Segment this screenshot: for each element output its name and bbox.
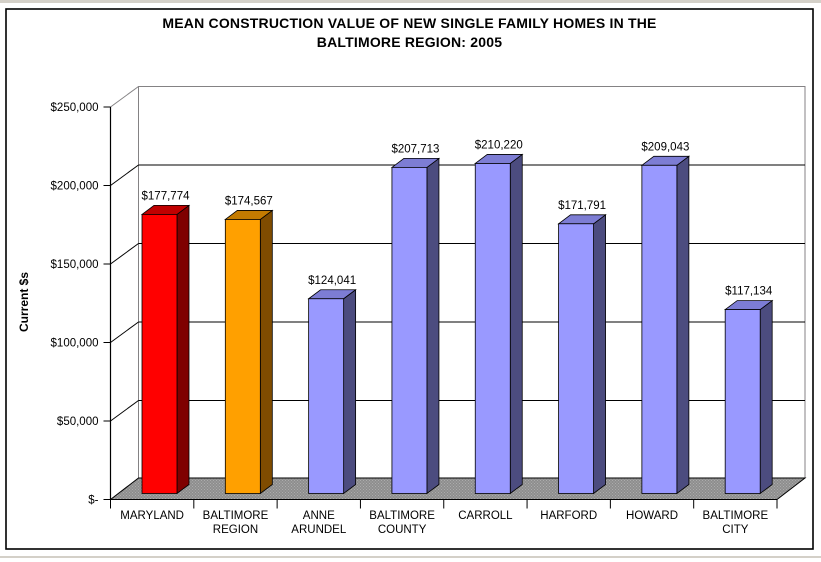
bar-side-face bbox=[176, 204, 190, 495]
bar-front-face bbox=[558, 223, 594, 494]
category-label-maryland-line1: MARYLAND bbox=[120, 510, 184, 522]
bar-front-face bbox=[391, 166, 428, 494]
bar-baltimore-county: $207,713 BALTIMORE COUNTY bbox=[369, 143, 441, 536]
wall-top-edge bbox=[110, 86, 139, 108]
data-label-baltimore-city: $117,134 bbox=[725, 286, 773, 298]
gridline-connector-150000 bbox=[110, 243, 139, 265]
bar-side-face bbox=[676, 155, 690, 495]
bar-side-face bbox=[509, 153, 523, 495]
gridline-connector-200000 bbox=[110, 164, 139, 186]
data-label-maryland: $177,774 bbox=[142, 190, 191, 202]
bar-maryland: $177,774 MARYLAND bbox=[120, 190, 191, 522]
y-tick-label-150000: $150,000 bbox=[51, 259, 99, 271]
bar-side-face bbox=[259, 209, 273, 495]
category-label-baltimore-city-line2: CITY bbox=[722, 524, 749, 536]
bar-howard: $209,043 HOWARD bbox=[626, 141, 691, 522]
gridline-connector-100000 bbox=[110, 321, 139, 343]
bar-anne-arundel: $124,041 ANNE ARUNDEL bbox=[291, 275, 357, 536]
data-label-anne-arundel: $124,041 bbox=[308, 275, 356, 287]
window-top-edge bbox=[0, 0, 821, 3]
side-wall bbox=[110, 86, 139, 500]
category-label-baltimore-county-line1: BALTIMORE bbox=[369, 510, 435, 522]
chart-title: MEAN CONSTRUCTION VALUE OF NEW SINGLE FA… bbox=[5, 14, 814, 52]
y-axis-title: Current $s bbox=[17, 271, 31, 333]
bar-side-face bbox=[759, 299, 773, 495]
y-tick-label-250000: $250,000 bbox=[51, 102, 99, 114]
data-label-carroll: $210,220 bbox=[475, 139, 523, 151]
y-tick-label-0: $- bbox=[88, 495, 98, 507]
category-label-carroll-line1: CARROLL bbox=[458, 510, 513, 522]
bar-harford: $171,791 HARFORD bbox=[540, 200, 607, 522]
category-label-anne-arundel-line2: ARUNDEL bbox=[291, 524, 347, 536]
bar-front-face bbox=[308, 298, 345, 494]
y-tick-label-100000: $100,000 bbox=[51, 338, 99, 350]
category-label-baltimore-region-line1: BALTIMORE bbox=[203, 510, 269, 522]
category-label-baltimore-region-line2: REGION bbox=[213, 524, 258, 536]
category-label-baltimore-city-line1: BALTIMORE bbox=[703, 510, 769, 522]
bar-front-face bbox=[141, 213, 178, 494]
bar-side-face bbox=[426, 157, 440, 495]
chart-title-line2: BALTIMORE REGION: 2005 bbox=[316, 34, 503, 50]
chart-floor bbox=[109, 477, 807, 500]
category-label-anne-arundel-line1: ANNE bbox=[303, 510, 335, 522]
y-tick-label-50000: $50,000 bbox=[57, 416, 99, 428]
data-label-baltimore-county: $207,713 bbox=[391, 143, 439, 155]
bar-front-face bbox=[224, 219, 261, 494]
y-tick-label-200000: $200,000 bbox=[51, 181, 99, 193]
bar-carroll: $210,220 CARROLL bbox=[458, 139, 524, 522]
chart-title-line1: MEAN CONSTRUCTION VALUE OF NEW SINGLE FA… bbox=[162, 15, 657, 31]
bar-front-face bbox=[724, 309, 761, 494]
bar-front-face bbox=[474, 163, 511, 494]
bar-baltimore-region: $174,567 BALTIMORE REGION bbox=[203, 195, 274, 536]
bar-side-face bbox=[343, 288, 357, 495]
data-label-howard: $209,043 bbox=[641, 141, 689, 153]
bar-side-face bbox=[593, 213, 606, 495]
data-label-harford: $171,791 bbox=[558, 200, 606, 212]
data-label-baltimore-region: $174,567 bbox=[225, 195, 273, 207]
chart-border bbox=[5, 8, 814, 550]
category-label-baltimore-county-line2: COUNTY bbox=[378, 524, 427, 536]
category-label-howard-line1: HOWARD bbox=[626, 510, 678, 522]
window-bottom-edge bbox=[0, 556, 821, 558]
bar-front-face bbox=[641, 164, 678, 494]
category-label-harford-line1: HARFORD bbox=[540, 510, 597, 522]
gridline-connector-50000 bbox=[110, 400, 139, 422]
bar-baltimore-city: $117,134 BALTIMORE CITY bbox=[703, 286, 774, 536]
